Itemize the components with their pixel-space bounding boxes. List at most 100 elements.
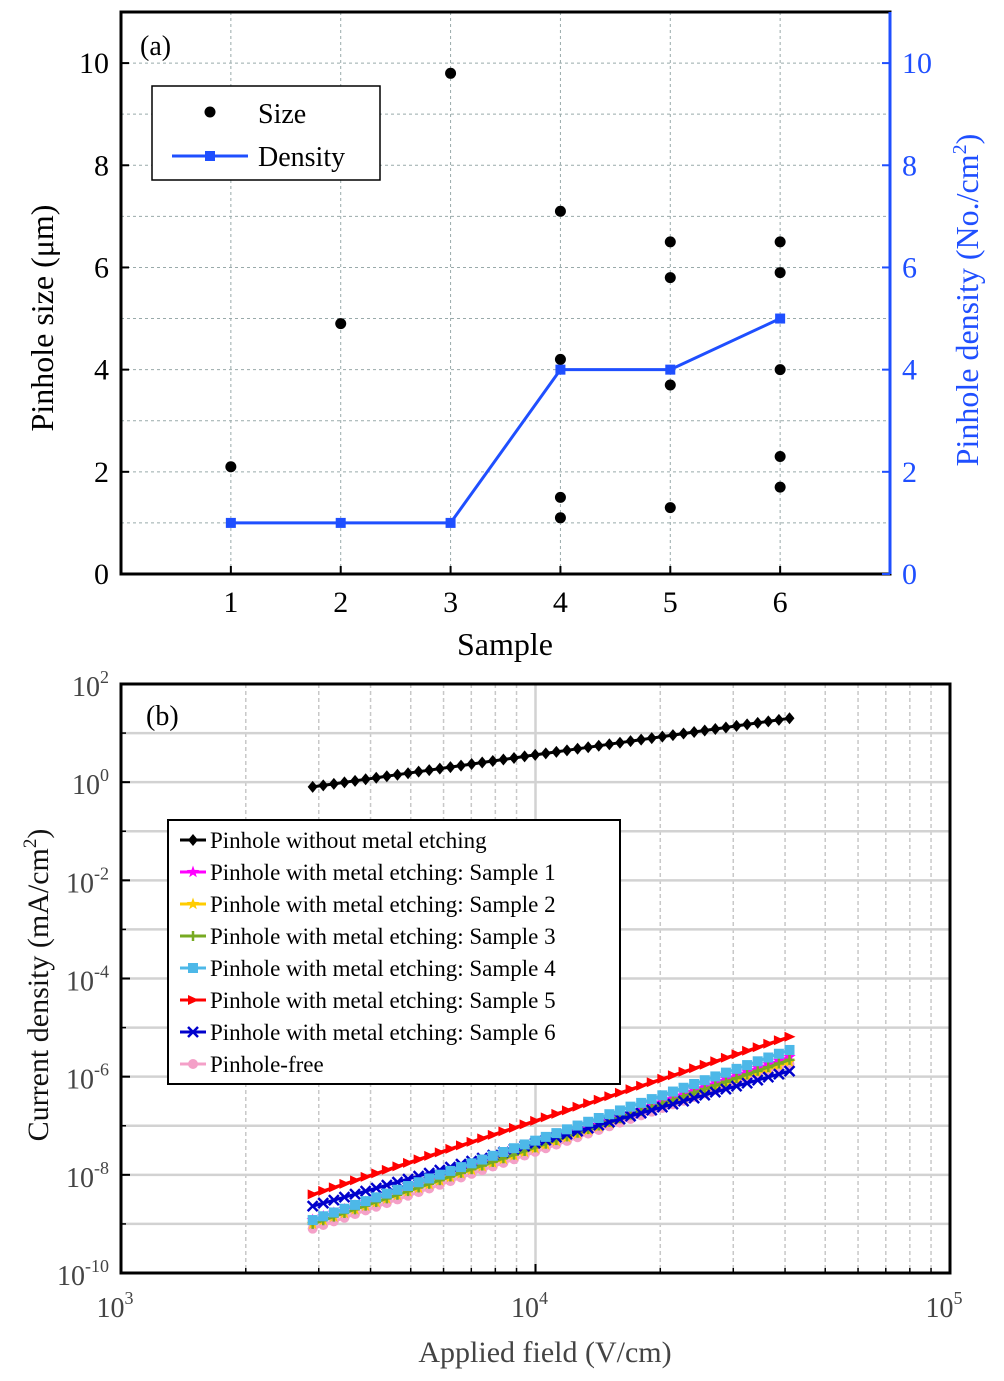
legend-box-b — [167, 819, 621, 1085]
density-point — [775, 313, 786, 324]
series-line — [312, 1058, 790, 1226]
series-point — [327, 1194, 340, 1207]
size-point — [774, 267, 786, 279]
legend-density-label: Density — [258, 142, 345, 173]
series-point — [307, 1215, 318, 1226]
series-point — [318, 1185, 330, 1196]
series-point — [763, 1052, 774, 1063]
series-point — [381, 1188, 392, 1199]
y-axis-label-a: Pinhole size (μm) — [24, 205, 60, 432]
series-point — [656, 1101, 669, 1113]
series-point — [751, 1074, 764, 1086]
size-series — [225, 67, 786, 524]
legend-marker — [188, 995, 199, 1005]
size-point — [554, 205, 566, 217]
x-tick-label-a: 3 — [443, 586, 458, 619]
series-point — [635, 1107, 648, 1119]
density-point — [225, 517, 236, 528]
y-tick-label-a: 0 — [94, 558, 109, 591]
series-point — [477, 756, 488, 769]
series-point — [456, 759, 467, 772]
series-point — [773, 1048, 784, 1059]
series-point — [381, 1164, 393, 1175]
series-point — [604, 738, 615, 751]
series-point — [424, 764, 435, 777]
y-tick-label-a: 4 — [94, 354, 109, 387]
panel-label-b: (b) — [146, 701, 179, 732]
series-point — [350, 1175, 362, 1186]
y-axis-label-b: Current density (mA/cm2) — [20, 829, 55, 1142]
legend-size-label: Size — [258, 99, 306, 130]
legend-label: Pinhole with metal etching: Sample 3 — [210, 924, 556, 949]
panel-a: 1 2 3 4 5 6 0 2 4 6 8 10 0 2 4 6 8 10 (a) Sample Pinhole … — [24, 10, 985, 662]
y-tick-label-b: 102 — [72, 667, 109, 703]
y-tick-label-a: 10 — [79, 47, 109, 80]
series-point — [403, 1157, 415, 1168]
series-line — [312, 1069, 790, 1208]
size-point — [554, 353, 566, 365]
series-point — [572, 1101, 584, 1112]
x-tick-label-b: 105 — [926, 1288, 963, 1324]
series-point — [477, 1133, 489, 1144]
series-point — [646, 1077, 658, 1088]
series-point — [583, 1116, 594, 1127]
series-point — [466, 758, 477, 771]
series-point — [752, 1042, 764, 1053]
series-point — [551, 1128, 562, 1139]
series-point — [445, 761, 456, 774]
density-series — [225, 313, 786, 528]
series-point — [720, 1067, 731, 1078]
legend-density-marker — [205, 151, 215, 161]
series-point — [731, 1049, 743, 1060]
series-point — [392, 768, 403, 781]
series-point — [424, 1173, 435, 1184]
series-point — [699, 1059, 711, 1070]
series-point — [730, 1080, 743, 1092]
current-density-series — [306, 712, 796, 1234]
size-point — [664, 272, 676, 284]
legend-marker — [186, 897, 200, 910]
series-5 — [307, 1031, 796, 1200]
series-point — [784, 712, 795, 725]
series-point — [614, 736, 625, 749]
series-point — [636, 1080, 648, 1091]
series-point — [350, 1199, 361, 1210]
series-point — [306, 1200, 319, 1213]
series-point — [350, 774, 361, 787]
series-point — [763, 715, 774, 728]
y-tick-label-a: 6 — [94, 251, 109, 284]
series-point — [466, 1136, 478, 1147]
legend-label: Pinhole-free — [210, 1052, 324, 1077]
series-point — [646, 732, 657, 745]
x-tick-label-b: 104 — [511, 1288, 548, 1324]
series-point — [381, 770, 392, 783]
series-point — [403, 1181, 414, 1192]
legend-label: Pinhole with metal etching: Sample 6 — [210, 1020, 556, 1045]
legend-b: Pinhole without metal etching Pinhole wit… — [167, 819, 621, 1085]
series-point — [413, 1154, 425, 1165]
series-point — [339, 1178, 351, 1189]
series-point — [678, 727, 689, 740]
series-point — [307, 780, 318, 793]
series-point — [667, 1086, 678, 1097]
series-4 — [307, 1044, 795, 1226]
series-point — [551, 745, 562, 758]
series-point — [741, 1077, 753, 1089]
legend-size-marker — [204, 106, 216, 118]
y2-tick-label-a: 2 — [902, 456, 917, 489]
series-point — [466, 1158, 477, 1169]
series-point — [689, 1078, 700, 1089]
series-point — [593, 739, 604, 752]
size-point — [664, 502, 676, 514]
series-point — [731, 719, 742, 732]
series-point — [657, 1073, 669, 1084]
series-point — [392, 1184, 403, 1195]
size-point — [774, 481, 786, 493]
series-line — [312, 716, 790, 789]
series-point — [784, 1044, 795, 1055]
series-point — [689, 1063, 701, 1074]
series-point — [763, 1038, 775, 1049]
series-point — [699, 1075, 710, 1086]
series-point — [540, 1131, 551, 1142]
y2-tick-label-a: 8 — [902, 149, 917, 182]
